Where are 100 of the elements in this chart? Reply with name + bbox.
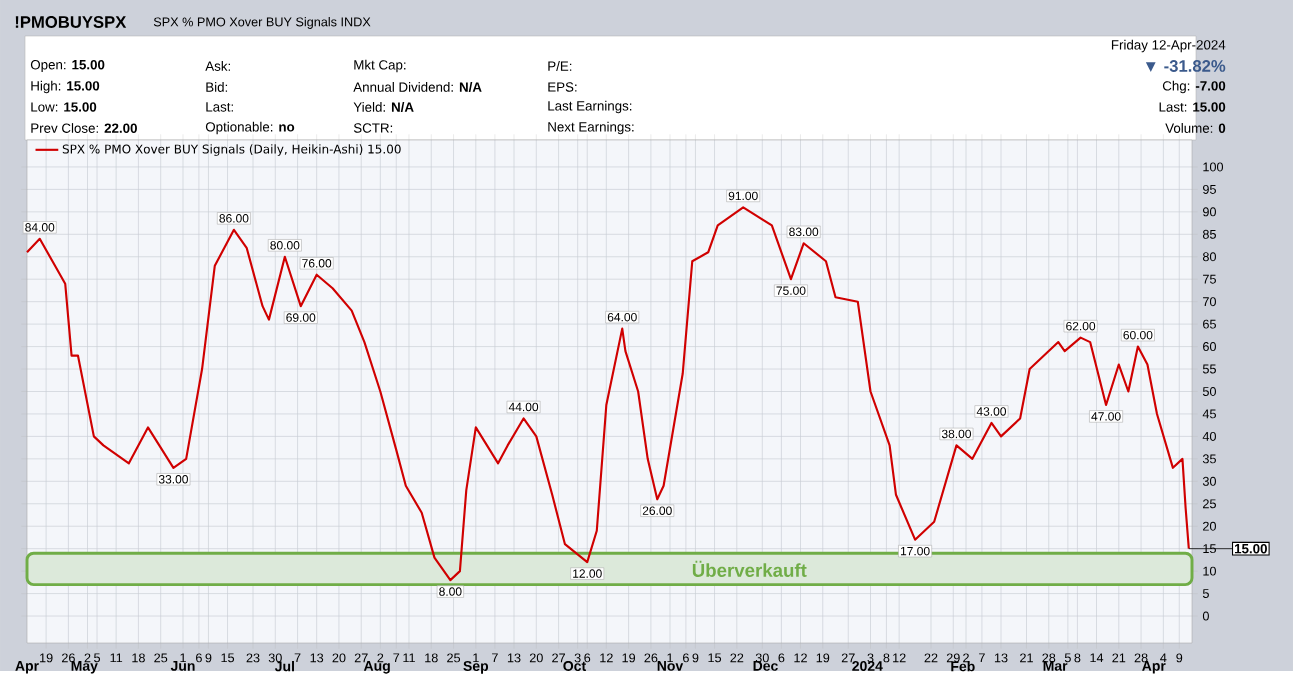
x-tick-label: 18 [132,653,145,663]
annotation: 12.00 [573,569,602,578]
x-tick-label: 21 [1112,653,1126,663]
x-tick-label: 27 [354,653,368,663]
annotation: 91.00 [728,191,758,201]
x-tick-label: 22 [924,653,938,663]
y-tick-label: 20 [1203,521,1216,531]
text: Low: 15.00 [31,102,97,112]
text: Last: [206,102,233,112]
y-tick-label: 5 [1202,589,1209,598]
text: Last: 15.00 [1159,102,1226,112]
x-tick-label: 3 [574,653,581,663]
x2-tick-label: Feb [951,660,975,672]
x-tick-label: 6 [196,653,202,663]
text: EPS: [548,82,577,92]
y-tick-label: 100 [1203,162,1224,172]
x-tick-label: 15 [221,653,235,663]
x-tick-label: 8 [883,653,890,663]
y-tick-label: 40 [1202,431,1216,441]
x-tick-label: 21 [1020,653,1033,663]
y-tick-label: 35 [1202,454,1216,464]
x-tick-label: 12 [893,653,906,663]
text: Next Earnings: [548,121,634,135]
x2-tick-label: Jul [274,660,294,672]
x2-tick-label: 2024 [852,660,883,671]
annotation: 86.00 [219,214,249,223]
annotation: 26.00 [642,506,672,515]
x-tick-label: 22 [730,653,744,663]
x-tick-label: 3 [867,653,874,663]
y-tick-label: 80 [1202,252,1216,262]
chart-subtitle: SPX % PMO Xover BUY Signals INDX [153,17,371,29]
x2-tick-label: Apr [15,660,39,674]
x-tick-label: 1 [473,653,479,663]
annotation: 75.00 [776,286,806,295]
x-tick-label: 7 [393,653,400,663]
y-tick-label: 30 [1202,476,1216,486]
annotation: 84.00 [25,223,55,232]
x-tick-label: 6 [683,653,689,663]
y-tick-label: 90 [1202,207,1216,217]
text: Friday 12-Apr-2024 [1111,39,1226,53]
x2-tick-label: Jun [170,660,195,671]
y-tick-label: 70 [1203,297,1216,307]
band-label: Überverkauft [692,560,807,577]
y-tick-label: 95 [1202,184,1216,194]
y-tick-label: 50 [1202,386,1216,396]
y-tick-label: 85 [1202,229,1216,239]
x-tick-label: 19 [622,653,636,663]
x-tick-label: 28 [1134,653,1148,663]
x2-tick-label: May [71,660,98,674]
annotation: 43.00 [976,407,1007,416]
x-tick-label: 19 [816,653,830,663]
y-tick-label: 0 [1202,611,1209,621]
annotation: 60.00 [1123,330,1153,340]
x2-tick-label: Oct [563,660,586,671]
x2-tick-label: Nov [657,660,684,671]
x-tick-label: 8 [1074,653,1081,663]
x-tick-label: 14 [1090,653,1104,663]
x-tick-label: 13 [310,653,324,663]
text: Open: 15.00 [30,59,105,72]
x-tick-label: 11 [403,653,415,663]
x-tick-label: 25 [154,653,168,663]
x-tick-label: 5 [1064,653,1071,663]
x-tick-label: 9 [1176,653,1183,663]
x-tick-label: 19 [40,653,53,663]
x-tick-label: 26 [644,653,658,663]
x-tick-label: 12 [600,653,613,663]
x-tick-label: 9 [692,653,699,663]
text: ▼ -31.82% [1145,60,1226,72]
text: Last Earnings: [548,100,632,114]
annotation: 15.00 [1234,543,1267,554]
annotation: 8.00 [439,587,462,596]
x-tick-label: 7 [294,653,301,663]
line-series [25,206,1190,582]
x-tick-label: 6 [584,653,591,663]
y-tick-label: 65 [1203,319,1216,329]
text: Optionable: no [205,121,295,135]
x-tick-label: 4 [1160,653,1167,663]
annotation: 76.00 [302,258,332,268]
x-tick-label: 27 [552,653,565,663]
y-tick-label: 45 [1202,409,1216,419]
x-tick-label: 23 [246,653,260,663]
x-tick-label: 25 [447,653,461,663]
y-tick-label: 55 [1202,364,1216,374]
y-tick-label: 75 [1203,274,1216,284]
legend-label: SPX % PMO Xover BUY Signals (Daily, Heikin-Ashi) 15.00 [62,144,401,156]
annotation: 47.00 [1091,412,1121,421]
x-tick-label: 30 [268,653,282,663]
x2-tick-label: Mar [1043,660,1068,671]
x-tick-label: 29 [946,653,960,663]
x-tick-label: 2 [84,653,91,663]
text: P/E: [548,61,572,71]
x2-tick-label: Sep [463,660,489,674]
y-tick-label: 25 [1203,499,1216,509]
x-tick-label: 15 [708,653,722,663]
text: Chg: -7.00 [1162,80,1226,94]
x-tick-label: 13 [994,653,1008,663]
x-tick-label: 20 [332,653,346,663]
x-tick-label: 6 [778,653,785,663]
text: High: 15.00 [31,80,100,94]
x-tick-label: 12 [794,653,807,663]
